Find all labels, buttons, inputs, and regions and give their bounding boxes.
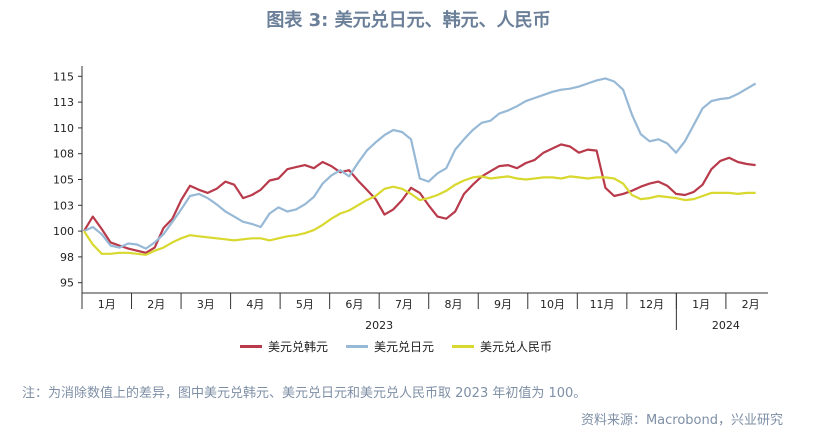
chart-note: 注：为消除数值上的差异，图中美元兑韩元、美元兑日元和美元兑人民币取 2023 年… [22,386,587,401]
y-tick-label: 108 [53,148,74,161]
series-line-0 [83,143,756,254]
legend-item-jpy: 美元兑日元 [346,338,434,355]
y-tick-label: 115 [53,70,74,83]
x-tick-label: 6月 [345,298,363,311]
chart-lines [83,77,757,256]
legend-label-cny: 美元兑人民币 [480,340,553,354]
x-tick-label: 1月 [98,298,116,311]
x-tick-label: 7月 [395,298,413,311]
y-tick-label: 98 [60,251,74,264]
y-tick-label: 110 [53,122,74,135]
chart-title: 图表 3: 美元兑日元、韩元、人民币 [266,10,551,31]
x-tick-label: 5月 [296,298,314,311]
x-tick-label: 2月 [147,298,165,311]
line-chart: 95 98 100 103 105 108 110 113 115 1月 2月 3月 4月 5月 6月 7月 8… [53,66,768,330]
x-tick-label: 12月 [639,298,664,311]
legend-label-krw: 美元兑韩元 [268,340,329,354]
x-tick-label: 11月 [590,298,615,311]
legend-swatch-krw [240,345,262,348]
y-tick-label: 105 [53,174,74,187]
x-tick-label: 3月 [197,298,215,311]
x-tick-label: 4月 [246,298,264,311]
y-tick-label: 113 [53,96,74,109]
legend-swatch-jpy [346,345,369,348]
legend-item-cny: 美元兑人民币 [452,338,552,355]
x-year-label: 2023 [365,319,393,330]
legend-swatch-cny [452,345,475,348]
x-tick-label: 8月 [444,298,462,311]
x-tick-label: 1月 [692,298,710,311]
chart-source: 资料来源：Macrobond，兴业研究 [580,413,783,428]
chart-legend: 美元兑韩元 美元兑日元 美元兑人民币 [240,338,552,355]
x-year-label: 2024 [712,319,740,330]
chart-axes: 95 98 100 103 105 108 110 113 115 1月 2月 3月 4月 5月 6月 7月 8… [53,66,768,330]
series-line-1 [83,77,757,250]
y-tick-label: 103 [53,199,74,212]
x-tick-label: 2月 [742,298,760,311]
x-tick-label: 10月 [540,298,565,311]
x-tick-label: 9月 [494,298,512,311]
series-line-2 [83,175,756,256]
legend-item-krw: 美元兑韩元 [240,338,328,355]
legend-label-jpy: 美元兑日元 [374,340,435,354]
y-tick-label: 95 [60,277,74,290]
y-tick-label: 100 [53,225,74,238]
